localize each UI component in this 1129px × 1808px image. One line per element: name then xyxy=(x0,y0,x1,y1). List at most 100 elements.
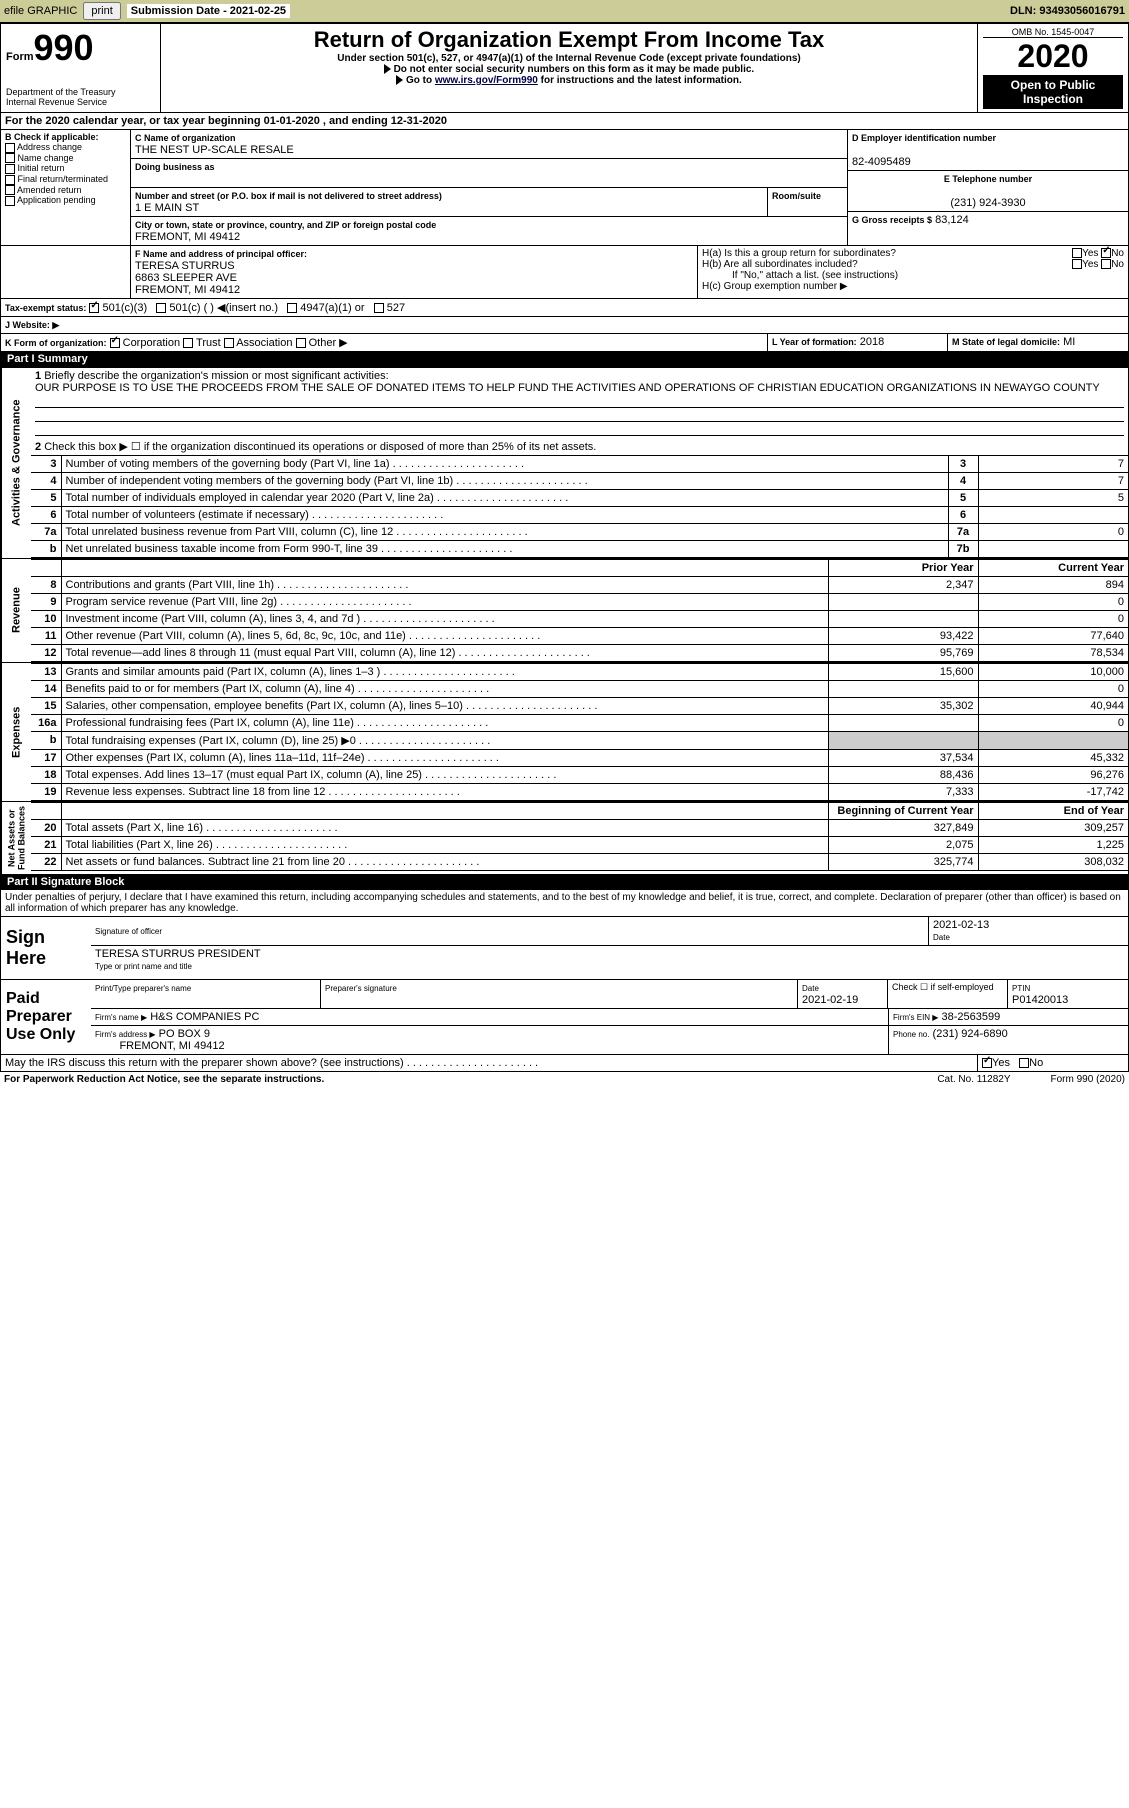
name-change-checkbox[interactable] xyxy=(5,153,15,163)
ha-yes-checkbox[interactable] xyxy=(1072,248,1082,258)
line-val: 7 xyxy=(978,456,1128,473)
line-num: 3 xyxy=(31,456,61,473)
prior-year: 327,849 xyxy=(828,820,978,837)
prior-year: 325,774 xyxy=(828,854,978,871)
line-box: 5 xyxy=(948,490,978,507)
line-text: Total number of individuals employed in … xyxy=(61,490,948,507)
line-box: 3 xyxy=(948,456,978,473)
line-box: 6 xyxy=(948,507,978,524)
prior-year: 37,534 xyxy=(828,750,978,767)
hb-yes-checkbox[interactable] xyxy=(1072,259,1082,269)
line-num: 14 xyxy=(31,681,61,698)
revenue-label: Revenue xyxy=(1,559,31,662)
other-checkbox[interactable] xyxy=(296,338,306,348)
prior-year: 93,422 xyxy=(828,628,978,645)
line-text: Total fundraising expenses (Part IX, col… xyxy=(61,732,828,750)
sign-here: Sign Here xyxy=(1,917,91,979)
activities-governance-label: Activities & Governance xyxy=(1,368,31,558)
print-button[interactable]: print xyxy=(83,2,120,20)
street: 1 E MAIN ST xyxy=(135,202,199,214)
current-year: 0 xyxy=(978,715,1128,732)
top-bar: efile GRAPHIC print Submission Date - 20… xyxy=(0,0,1129,23)
box-h: H(a) Is this a group return for subordin… xyxy=(698,246,1128,298)
ein: 82-4095489 xyxy=(852,156,911,168)
line-text: Grants and similar amounts paid (Part IX… xyxy=(61,664,828,681)
line-text: Benefits paid to or for members (Part IX… xyxy=(61,681,828,698)
assoc-checkbox[interactable] xyxy=(224,338,234,348)
form-title: Return of Organization Exempt From Incom… xyxy=(166,27,972,53)
current-year: 40,944 xyxy=(978,698,1128,715)
line-num: 9 xyxy=(31,594,61,611)
amended-checkbox[interactable] xyxy=(5,185,15,195)
line-num: 19 xyxy=(31,784,61,801)
cat-no: Cat. No. 11282Y xyxy=(937,1074,1010,1085)
prior-year: 15,600 xyxy=(828,664,978,681)
current-year: 10,000 xyxy=(978,664,1128,681)
hb-no-checkbox[interactable] xyxy=(1101,259,1111,269)
open-to-public: Open to Public Inspection xyxy=(983,75,1123,109)
prior-year: 35,302 xyxy=(828,698,978,715)
line-num: 18 xyxy=(31,767,61,784)
initial-return-checkbox[interactable] xyxy=(5,164,15,174)
current-year: 0 xyxy=(978,594,1128,611)
title-cell: Return of Organization Exempt From Incom… xyxy=(161,24,978,112)
current-year: 1,225 xyxy=(978,837,1128,854)
instructions-link[interactable]: www.irs.gov/Form990 xyxy=(435,75,538,86)
discuss-no-checkbox[interactable] xyxy=(1019,1058,1029,1068)
line-text: Number of independent voting members of … xyxy=(61,473,948,490)
box-b: B Check if applicable: Address change Na… xyxy=(1,130,131,245)
prior-year: 7,333 xyxy=(828,784,978,801)
trust-checkbox[interactable] xyxy=(183,338,193,348)
pending-checkbox[interactable] xyxy=(5,196,15,206)
prior-year xyxy=(828,681,978,698)
year-box: OMB No. 1545-0047 2020 Open to Public In… xyxy=(978,24,1128,112)
form-frame: Form990 Department of the Treasury Inter… xyxy=(0,23,1129,1072)
city: FREMONT, MI 49412 xyxy=(135,231,240,243)
line-text: Total expenses. Add lines 13–17 (must eq… xyxy=(61,767,828,784)
line-val: 5 xyxy=(978,490,1128,507)
current-year: 308,032 xyxy=(978,854,1128,871)
box-deg: D Employer identification number82-40954… xyxy=(848,130,1128,245)
dept-label: Department of the Treasury Internal Reve… xyxy=(6,87,155,107)
line-num: 6 xyxy=(31,507,61,524)
final-return-checkbox[interactable] xyxy=(5,175,15,185)
line-text: Other expenses (Part IX, column (A), lin… xyxy=(61,750,828,767)
line-num: 13 xyxy=(31,664,61,681)
expenses-label: Expenses xyxy=(1,663,31,801)
line-text: Revenue less expenses. Subtract line 18 … xyxy=(61,784,828,801)
line-num: 10 xyxy=(31,611,61,628)
line-num: 22 xyxy=(31,854,61,871)
paid-preparer: Paid Preparer Use Only xyxy=(1,980,91,1054)
line-num: 5 xyxy=(31,490,61,507)
dln: DLN: 93493056016791 xyxy=(1010,5,1125,17)
501c-checkbox[interactable] xyxy=(156,303,166,313)
tax-year: 2020 xyxy=(983,38,1123,75)
org-name: THE NEST UP-SCALE RESALE xyxy=(135,144,294,156)
net-assets-label: Net Assets or Fund Balances xyxy=(1,802,31,874)
4947-checkbox[interactable] xyxy=(287,303,297,313)
line-val xyxy=(978,541,1128,558)
line-num: b xyxy=(31,541,61,558)
discuss-yes-checkbox[interactable] xyxy=(982,1058,992,1068)
line-text: Total assets (Part X, line 16) xyxy=(61,820,828,837)
corp-checkbox[interactable] xyxy=(110,338,120,348)
prior-year xyxy=(828,715,978,732)
prior-year: 95,769 xyxy=(828,645,978,662)
addr-change-checkbox[interactable] xyxy=(5,143,15,153)
line-num: 12 xyxy=(31,645,61,662)
line-text: Contributions and grants (Part VIII, lin… xyxy=(61,577,828,594)
527-checkbox[interactable] xyxy=(374,303,384,313)
prior-year: 88,436 xyxy=(828,767,978,784)
501c3-checkbox[interactable] xyxy=(89,303,99,313)
ha-no-checkbox[interactable] xyxy=(1101,248,1111,258)
current-year: 77,640 xyxy=(978,628,1128,645)
line-num: b xyxy=(31,732,61,750)
gross-receipts: 83,124 xyxy=(935,214,969,226)
part1-header: Part I Summary xyxy=(1,351,1128,367)
line-val: 0 xyxy=(978,524,1128,541)
line-text: Number of voting members of the governin… xyxy=(61,456,948,473)
omb-number: OMB No. 1545-0047 xyxy=(983,27,1123,38)
line-num: 20 xyxy=(31,820,61,837)
current-year: 894 xyxy=(978,577,1128,594)
line-text: Total number of volunteers (estimate if … xyxy=(61,507,948,524)
